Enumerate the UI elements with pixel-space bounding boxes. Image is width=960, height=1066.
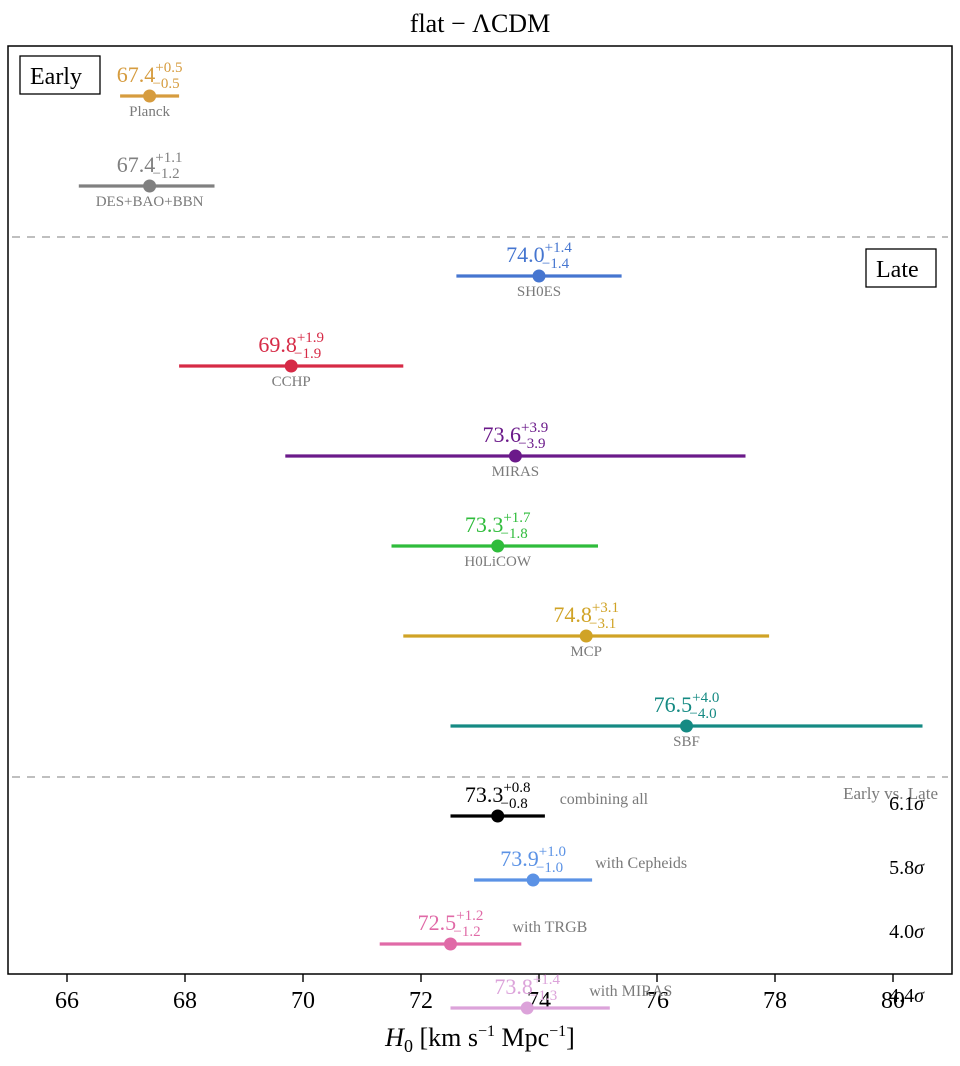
- experiment-name: with MIRAS: [589, 983, 672, 1000]
- experiment-name: SH0ES: [517, 284, 561, 300]
- experiment-name: DES+BAO+BBN: [96, 194, 204, 210]
- x-tick-label: 78: [763, 988, 787, 1014]
- experiment-name: with Cepheids: [595, 855, 687, 872]
- x-tick-label: 72: [409, 988, 433, 1014]
- x-tick-label: 66: [55, 988, 79, 1014]
- sigma-value: 4.0σ: [889, 921, 925, 943]
- sigma-value: 4.4σ: [889, 985, 925, 1007]
- experiment-name: Planck: [129, 104, 170, 120]
- svg-text:Late: Late: [876, 257, 919, 283]
- experiment-name: CCHP: [272, 374, 311, 390]
- experiment-name: MIRAS: [492, 464, 540, 480]
- x-tick-label: 68: [173, 988, 197, 1014]
- h0-forest-plot: flat − ΛCDM6668707274767880H0 [km s−1 Mp…: [0, 0, 960, 1066]
- chart-title: flat − ΛCDM: [410, 9, 550, 38]
- sigma-value: 6.1σ: [889, 793, 925, 815]
- svg-text:Early: Early: [30, 64, 82, 90]
- sigma-value: 5.8σ: [889, 857, 925, 879]
- experiment-name: combining all: [560, 791, 649, 808]
- experiment-name: with TRGB: [513, 919, 588, 936]
- experiment-name: SBF: [673, 734, 700, 750]
- experiment-name: MCP: [570, 644, 602, 660]
- x-tick-label: 70: [291, 988, 315, 1014]
- experiment-name: H0LiCOW: [464, 554, 532, 570]
